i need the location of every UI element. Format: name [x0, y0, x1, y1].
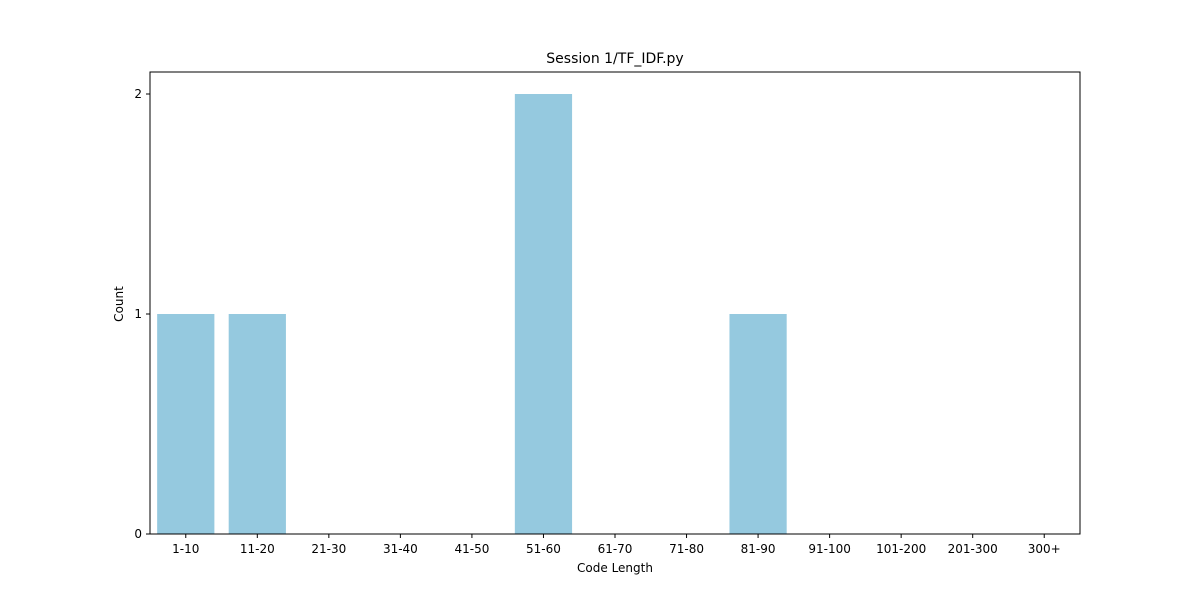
x-tick-label: 51-60 — [526, 542, 561, 556]
y-axis-label: Count — [112, 286, 126, 322]
x-tick-label: 11-20 — [240, 542, 275, 556]
x-tick-label: 201-300 — [948, 542, 998, 556]
x-axis-ticks: 1-10 11-20 21-30 31-40 41-50 51-60 61-70 71-80 8… — [172, 534, 1061, 556]
bar-81-90 — [729, 314, 787, 534]
y-tick-label: 0 — [134, 527, 142, 541]
y-tick-label: 1 — [134, 307, 142, 321]
x-tick-label: 41-50 — [454, 542, 489, 556]
x-tick-label: 300+ — [1028, 542, 1061, 556]
chart-title: Session 1/TF_IDF.py — [546, 51, 683, 67]
bar-51-60 — [514, 94, 573, 534]
bars — [157, 94, 787, 534]
x-tick-label: 101-200 — [876, 542, 926, 556]
x-tick-label: 21-30 — [311, 542, 346, 556]
x-tick-label: 81-90 — [741, 542, 776, 556]
y-tick-label: 2 — [134, 87, 142, 101]
plot-frame — [149, 71, 1081, 535]
bar-1-10 — [157, 314, 215, 534]
x-tick-label: 1-10 — [172, 542, 199, 556]
x-axis-label: Code Length — [577, 561, 653, 575]
bar-11-20 — [228, 314, 286, 534]
x-tick-label: 71-80 — [669, 542, 704, 556]
x-tick-label: 61-70 — [598, 542, 633, 556]
y-axis-ticks: 0 1 2 — [134, 87, 150, 541]
x-tick-label: 91-100 — [808, 542, 851, 556]
x-tick-label: 31-40 — [383, 542, 418, 556]
